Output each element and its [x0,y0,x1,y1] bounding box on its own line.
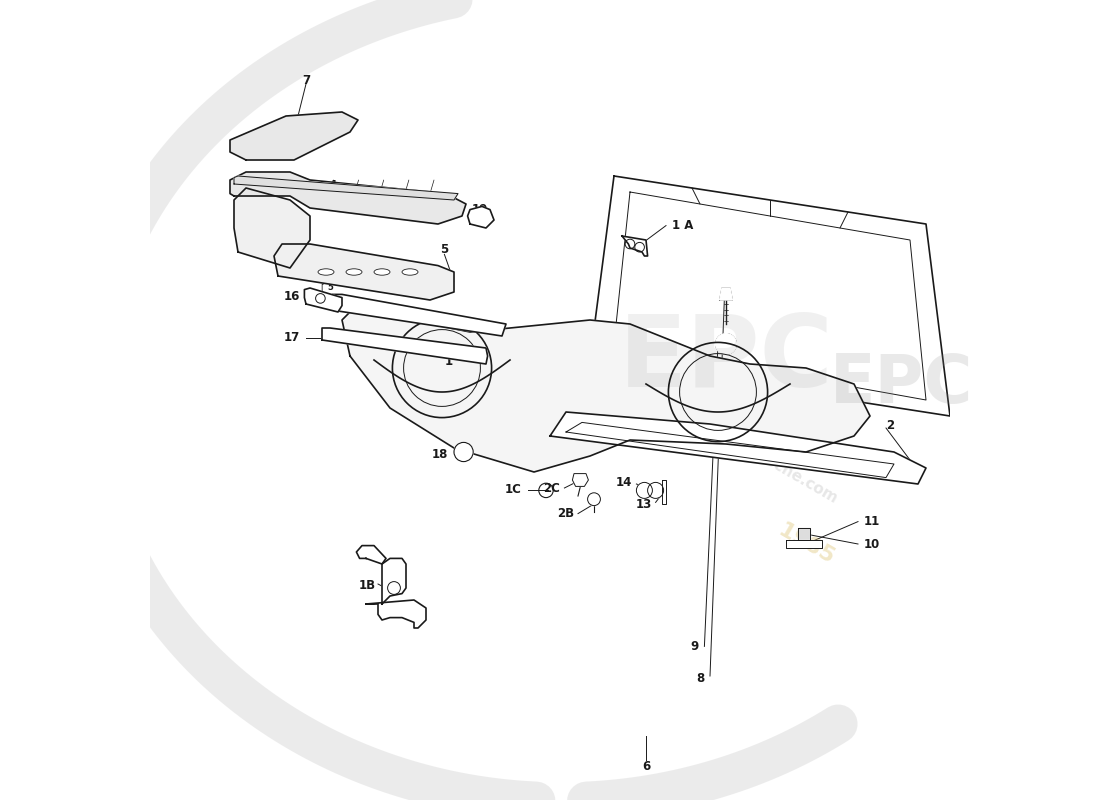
Polygon shape [305,288,342,312]
Text: 14: 14 [615,476,631,489]
Text: EPC: EPC [830,351,974,417]
Polygon shape [230,112,358,160]
Circle shape [648,482,663,498]
Text: 15A: 15A [290,251,317,264]
Text: 9: 9 [691,640,698,653]
Text: 1985: 1985 [774,520,838,568]
Text: 5: 5 [327,283,333,293]
Text: 2B: 2B [557,507,574,520]
Polygon shape [572,474,588,486]
Text: 2C: 2C [542,482,560,494]
Text: 2A: 2A [835,446,852,458]
Text: epc.porsche.com: epc.porsche.com [707,422,840,506]
Polygon shape [332,294,506,336]
Polygon shape [621,236,648,256]
Text: 1B: 1B [359,579,375,592]
Text: 18: 18 [432,448,449,461]
Text: 1 A: 1 A [672,219,693,232]
Polygon shape [786,540,822,548]
Circle shape [716,334,736,354]
Circle shape [587,493,601,506]
Polygon shape [356,546,386,564]
Polygon shape [366,600,426,628]
Text: 15: 15 [233,186,250,198]
Text: [: [ [320,283,323,293]
Text: 1: 1 [444,355,452,368]
Polygon shape [468,206,494,228]
Polygon shape [550,412,926,484]
Ellipse shape [402,269,418,275]
Polygon shape [382,558,406,604]
Ellipse shape [346,269,362,275]
Polygon shape [662,480,665,504]
Polygon shape [274,244,454,300]
Text: EPC: EPC [618,311,834,409]
Ellipse shape [374,269,390,275]
Text: 1C: 1C [505,483,522,496]
Polygon shape [234,176,458,200]
Text: 8: 8 [696,672,704,685]
Text: 19: 19 [472,203,487,216]
Circle shape [637,482,652,498]
Text: 10: 10 [864,538,880,550]
Ellipse shape [318,269,334,275]
Text: 17: 17 [284,331,300,344]
Polygon shape [798,528,810,540]
Text: 2: 2 [886,419,894,432]
Text: 3: 3 [242,231,250,244]
Text: 7: 7 [301,74,310,86]
Polygon shape [719,288,733,300]
Circle shape [454,442,473,462]
Polygon shape [322,328,487,364]
Text: 11: 11 [864,515,880,528]
Text: 20: 20 [279,267,296,280]
Text: 16: 16 [284,290,300,302]
Text: 5: 5 [440,243,449,256]
Text: 4: 4 [328,179,337,192]
Text: 6: 6 [642,760,650,773]
Text: 13: 13 [636,498,652,510]
Polygon shape [230,172,466,224]
Polygon shape [342,304,870,472]
Polygon shape [234,188,310,268]
